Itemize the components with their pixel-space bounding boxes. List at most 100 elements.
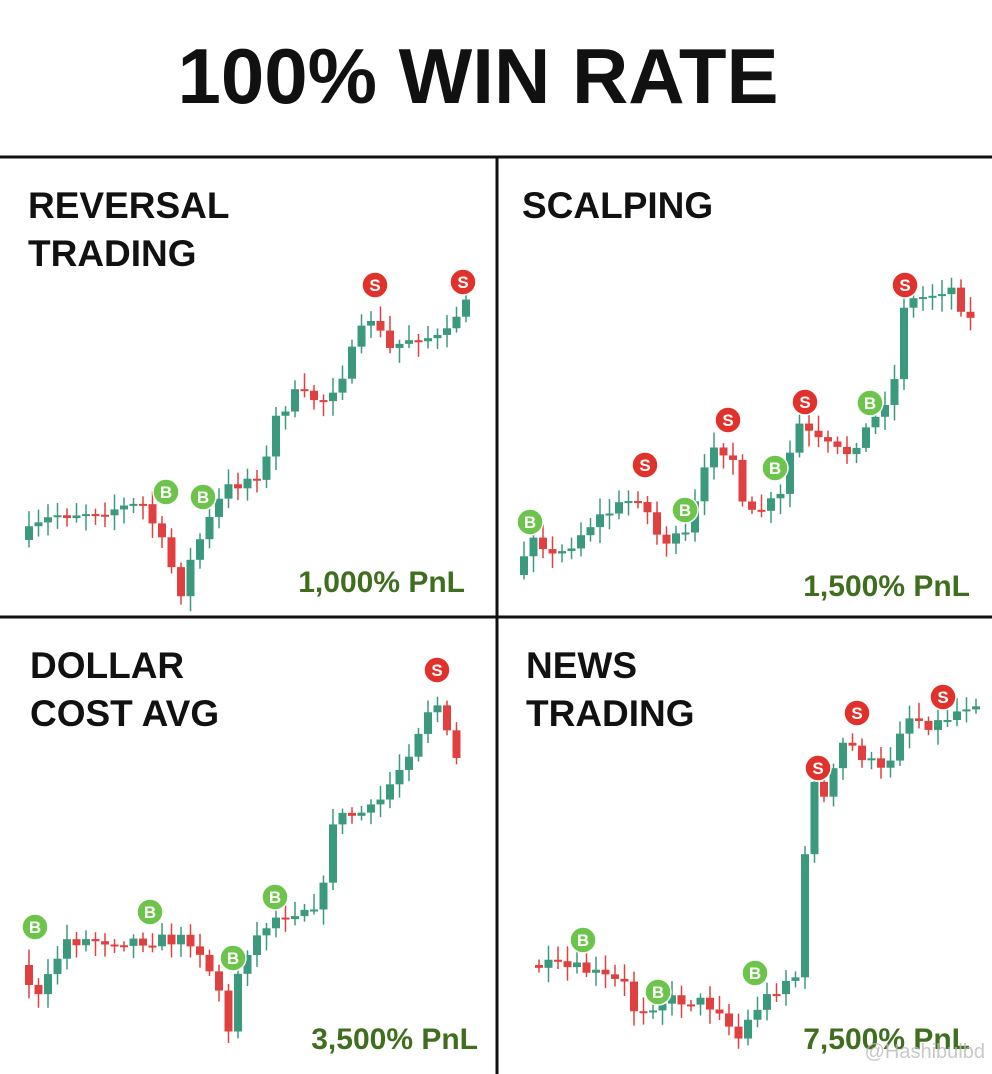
signal-marker <box>569 926 597 954</box>
panel-title: DOLLAR <box>30 645 184 686</box>
candle-body <box>972 706 980 710</box>
candle-body <box>843 446 851 455</box>
candle-body <box>881 404 889 417</box>
candle-body <box>234 484 242 489</box>
signal-label: S <box>722 411 733 430</box>
candle-body <box>158 523 166 538</box>
pnl-label: 3,500% PnL <box>311 1023 478 1056</box>
candle-body <box>272 917 280 929</box>
candle-body <box>205 954 214 972</box>
signal-label: B <box>749 964 761 983</box>
candle-body <box>687 1004 695 1007</box>
candle-body <box>386 784 394 800</box>
candle-body <box>715 1009 724 1014</box>
candle-body <box>414 340 423 343</box>
signal-marker <box>449 268 477 296</box>
candle-body <box>748 501 756 510</box>
signal-label: B <box>160 483 172 502</box>
candle-body <box>957 287 965 312</box>
candle-body <box>867 758 876 761</box>
candle-body <box>424 712 432 734</box>
pnl-label: 1,000% PnL <box>298 566 465 599</box>
candle-body <box>966 311 975 318</box>
candle-body <box>763 994 771 1010</box>
candle-body <box>810 781 819 855</box>
candle-body <box>915 718 923 721</box>
candle-body <box>558 551 566 554</box>
candle-body <box>215 498 223 517</box>
panel-title: TRADING <box>526 693 695 734</box>
candle-body <box>706 997 714 1010</box>
candle-body <box>281 917 290 920</box>
candle-body <box>592 969 600 973</box>
candle-body <box>605 513 614 516</box>
candle-body <box>129 503 138 506</box>
signal-marker <box>189 483 217 511</box>
candle-body <box>196 539 204 560</box>
candle-body <box>700 467 709 502</box>
candle-body <box>319 882 328 910</box>
signal-marker <box>791 388 819 416</box>
candle-body <box>643 502 652 513</box>
candle-body <box>376 799 385 805</box>
candle-body <box>72 515 81 519</box>
signal-label: B <box>524 513 536 532</box>
candle-body <box>801 854 809 978</box>
pnl-label: 1,500% PnL <box>803 570 970 603</box>
candle-body <box>601 969 610 975</box>
candle-body <box>148 945 157 948</box>
candle-body <box>649 1010 657 1013</box>
candle-body <box>414 733 423 757</box>
candle-body <box>281 411 290 416</box>
candle-body <box>338 812 347 825</box>
signal-label: S <box>369 276 380 295</box>
candle-body <box>72 939 81 946</box>
candle-body <box>310 390 318 401</box>
candle-body <box>820 781 828 797</box>
candle-body <box>329 392 337 402</box>
candle-body <box>386 330 394 348</box>
candle-body <box>567 548 576 552</box>
candle-body <box>934 720 942 730</box>
candle-body <box>319 400 328 403</box>
candle-body <box>624 501 633 504</box>
candle-body <box>548 549 557 554</box>
candle-body <box>953 711 961 721</box>
candle-body <box>63 939 71 959</box>
signal-marker <box>804 754 832 782</box>
candle-body <box>554 959 562 962</box>
candle-body <box>338 378 347 393</box>
candle-body <box>300 389 309 392</box>
candle-body <box>234 973 242 1032</box>
candle-body <box>786 452 794 494</box>
candle-body <box>139 503 147 506</box>
candle-body <box>611 974 619 979</box>
candle-body <box>25 965 33 985</box>
candle-body <box>563 961 572 968</box>
candle-body <box>639 1011 648 1014</box>
candle-body <box>938 294 946 297</box>
candle-body <box>44 517 52 523</box>
candle-body <box>433 705 442 713</box>
signal-label: S <box>899 276 910 295</box>
candle-body <box>310 909 318 912</box>
candle-body <box>272 415 280 457</box>
candle-body <box>348 812 356 816</box>
candle-body <box>719 447 728 456</box>
candle-body <box>900 307 908 380</box>
candle-body <box>196 946 204 955</box>
signal-marker <box>843 699 871 727</box>
signal-label: B <box>652 983 664 1002</box>
candle-body <box>329 824 337 883</box>
panel: DOLLAR COST AVG B B B B S 3,500% PnL <box>21 645 478 1056</box>
panel: SCALPING B B B B S S S S 1,500% PnL <box>516 185 975 603</box>
candle-body <box>348 346 356 379</box>
candle-body <box>186 934 195 947</box>
candle-body <box>734 1026 743 1039</box>
signal-label: S <box>851 704 862 723</box>
candle-body <box>291 389 299 412</box>
candle-body <box>814 430 823 438</box>
candle-body <box>357 325 366 347</box>
candle-body <box>662 534 671 544</box>
candle-body <box>677 995 686 1005</box>
